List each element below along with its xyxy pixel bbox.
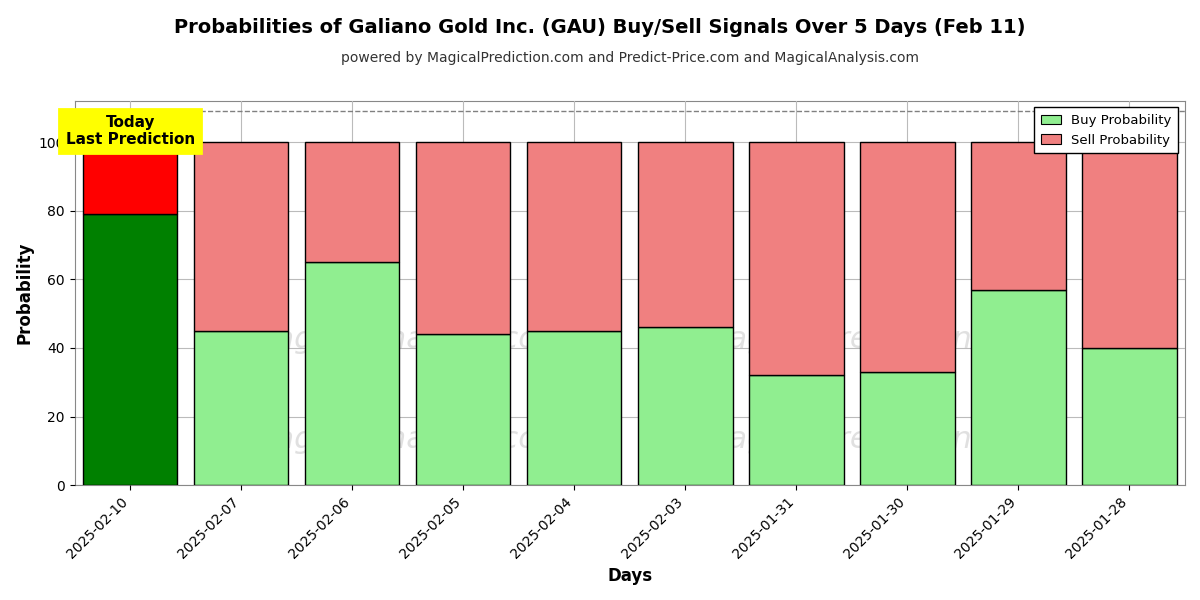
Bar xyxy=(83,214,178,485)
Bar xyxy=(194,331,288,485)
Bar xyxy=(194,142,288,331)
X-axis label: Days: Days xyxy=(607,567,653,585)
Bar xyxy=(1082,348,1177,485)
Bar xyxy=(638,328,732,485)
Text: MagicalPrediction.com: MagicalPrediction.com xyxy=(702,325,1046,353)
Bar xyxy=(860,372,955,485)
Bar xyxy=(971,290,1066,485)
Title: powered by MagicalPrediction.com and Predict-Price.com and MagicalAnalysis.com: powered by MagicalPrediction.com and Pre… xyxy=(341,51,919,65)
Bar xyxy=(305,142,400,262)
Text: Today
Last Prediction: Today Last Prediction xyxy=(66,115,194,147)
Text: Probabilities of Galiano Gold Inc. (GAU) Buy/Sell Signals Over 5 Days (Feb 11): Probabilities of Galiano Gold Inc. (GAU)… xyxy=(174,18,1026,37)
Bar xyxy=(527,331,622,485)
Bar xyxy=(305,262,400,485)
Bar xyxy=(416,334,510,485)
Bar xyxy=(749,142,844,376)
Y-axis label: Probability: Probability xyxy=(16,242,34,344)
Bar xyxy=(638,142,732,328)
Bar xyxy=(83,142,178,214)
Bar xyxy=(527,142,622,331)
Text: MagicalPrediction.com: MagicalPrediction.com xyxy=(702,425,1046,454)
Bar xyxy=(749,376,844,485)
Bar xyxy=(416,142,510,334)
Legend: Buy Probability, Sell Probability: Buy Probability, Sell Probability xyxy=(1034,107,1178,153)
Bar xyxy=(1082,142,1177,348)
Bar xyxy=(971,142,1066,290)
Text: MagicalAnalysis.com: MagicalAnalysis.com xyxy=(248,325,566,353)
Text: MagicalAnalysis.com: MagicalAnalysis.com xyxy=(248,425,566,454)
Bar xyxy=(860,142,955,372)
